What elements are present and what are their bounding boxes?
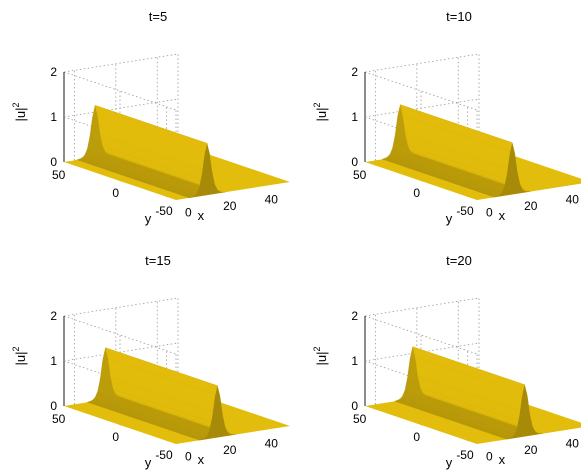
z-axis-label: |u|2 bbox=[312, 347, 329, 366]
box-edge bbox=[63, 53, 179, 73]
ridge-front-face bbox=[199, 385, 236, 441]
box-edge bbox=[364, 53, 480, 73]
x-tick-label: 20 bbox=[223, 199, 237, 213]
z-tick-label: 2 bbox=[351, 309, 358, 323]
y-tick-label: 50 bbox=[353, 412, 367, 426]
x-tick-label: 40 bbox=[265, 436, 279, 450]
y-tick-label: 0 bbox=[413, 430, 420, 444]
y-tick-label: 0 bbox=[112, 186, 119, 200]
x-tick-label: 40 bbox=[566, 436, 580, 450]
panel-title: t=15 bbox=[145, 253, 171, 268]
z-tick-label: 0 bbox=[50, 155, 57, 169]
panel-title: t=20 bbox=[446, 253, 472, 268]
ridge-front-face bbox=[506, 384, 543, 440]
z-tick-label: 1 bbox=[351, 110, 358, 124]
x-tick-label: 20 bbox=[223, 443, 237, 457]
y-tick-label: 0 bbox=[112, 430, 119, 444]
ridge-front-face bbox=[494, 142, 531, 198]
grid-line bbox=[63, 98, 179, 118]
z-axis-label: |u|2 bbox=[11, 347, 28, 366]
z-tick-label: 0 bbox=[50, 399, 57, 413]
x-axis-label: x bbox=[499, 452, 506, 467]
z-tick-label: 2 bbox=[50, 309, 57, 323]
y-tick-label: 0 bbox=[413, 186, 420, 200]
y-tick-label: -50 bbox=[456, 204, 474, 218]
x-tick-label: 0 bbox=[185, 449, 192, 463]
z-tick-label: 0 bbox=[351, 155, 358, 169]
x-tick-label: 0 bbox=[185, 205, 192, 219]
x-axis-label: x bbox=[198, 208, 205, 223]
panel-title: t=10 bbox=[446, 9, 472, 24]
grid-line bbox=[63, 342, 179, 362]
z-tick-label: 1 bbox=[50, 110, 57, 124]
z-tick-label: 1 bbox=[50, 354, 57, 368]
y-axis-label: y bbox=[446, 211, 453, 226]
x-tick-label: 0 bbox=[486, 449, 493, 463]
y-axis-label: y bbox=[145, 455, 152, 470]
ridge-strip bbox=[428, 395, 543, 434]
x-tick-label: 40 bbox=[265, 192, 279, 206]
z-tick-label: 1 bbox=[351, 354, 358, 368]
ridge-strip bbox=[415, 153, 531, 192]
y-axis-label: y bbox=[446, 455, 453, 470]
y-tick-label: 50 bbox=[52, 412, 66, 426]
z-tick-label: 2 bbox=[50, 65, 57, 79]
grid-line bbox=[364, 98, 480, 118]
x-tick-label: 0 bbox=[486, 205, 493, 219]
y-tick-label: 50 bbox=[353, 168, 367, 182]
x-axis-label: x bbox=[198, 452, 205, 467]
x-tick-label: 20 bbox=[524, 443, 538, 457]
y-tick-label: -50 bbox=[155, 204, 173, 218]
ridge-front-face bbox=[188, 143, 226, 198]
z-tick-label: 2 bbox=[351, 65, 358, 79]
y-tick-label: -50 bbox=[456, 448, 474, 462]
box-edge bbox=[364, 297, 480, 317]
grid-line bbox=[364, 342, 480, 362]
x-axis-label: x bbox=[499, 208, 506, 223]
box-edge bbox=[63, 297, 179, 317]
y-axis-label: y bbox=[145, 211, 152, 226]
z-axis-label: |u|2 bbox=[312, 103, 329, 122]
panel-title: t=5 bbox=[149, 9, 167, 24]
y-tick-label: 50 bbox=[52, 168, 66, 182]
x-tick-label: 40 bbox=[566, 192, 580, 206]
y-tick-label: -50 bbox=[155, 448, 173, 462]
x-tick-label: 20 bbox=[524, 199, 538, 213]
z-axis-label: |u|2 bbox=[11, 103, 28, 122]
z-tick-label: 0 bbox=[351, 399, 358, 413]
